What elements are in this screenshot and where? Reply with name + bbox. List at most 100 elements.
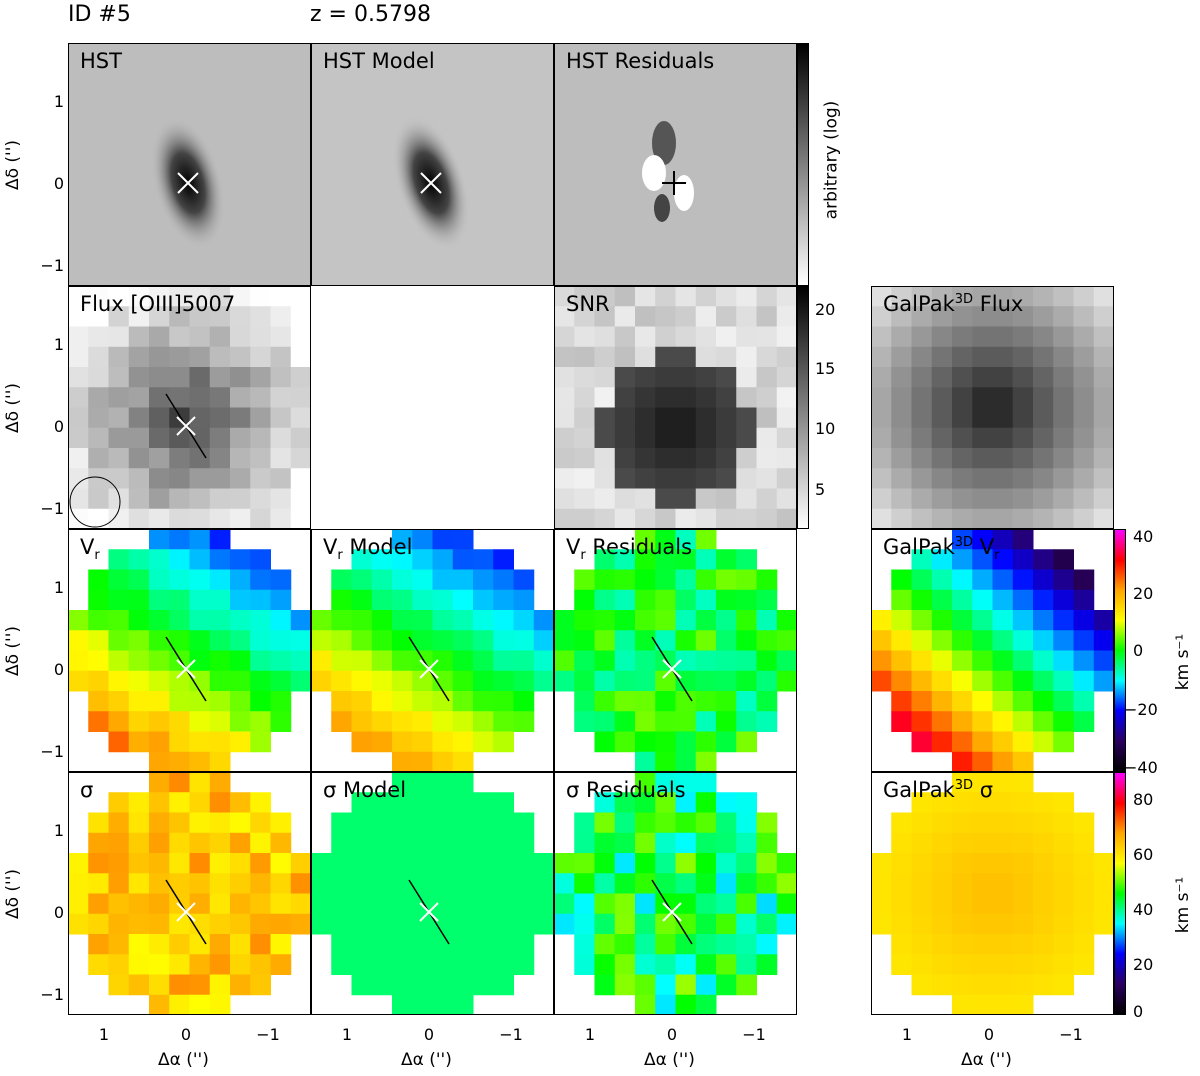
spaxel: [189, 589, 211, 611]
spaxel: [972, 731, 993, 753]
spaxel: [270, 286, 292, 307]
spaxel: [1012, 508, 1034, 529]
spaxel: [931, 974, 953, 996]
spaxel: [1073, 387, 1095, 408]
spaxel: [594, 549, 616, 570]
y-tick-label: 0: [53, 417, 64, 436]
spaxel: [290, 873, 311, 894]
spaxel: [635, 812, 656, 834]
spaxel: [972, 893, 993, 915]
spaxel: [695, 448, 717, 469]
spaxel: [871, 630, 892, 651]
spaxel: [911, 508, 933, 529]
spaxel: [871, 367, 892, 388]
spaxel: [736, 286, 757, 307]
spaxel: [68, 853, 89, 874]
spaxel: [1093, 286, 1114, 307]
spaxel: [736, 670, 757, 692]
spaxel: [931, 488, 953, 510]
spaxel: [911, 326, 933, 348]
spaxel: [250, 346, 271, 368]
spaxel: [392, 569, 413, 591]
spaxel: [1053, 387, 1074, 408]
spaxel: [452, 873, 474, 894]
spaxel: [655, 772, 676, 793]
spaxel: [614, 893, 636, 915]
spaxel: [533, 670, 554, 692]
title-sup: 3D: [954, 292, 974, 307]
spaxel: [736, 630, 757, 651]
spaxel: [871, 670, 892, 692]
spaxel: [351, 832, 373, 854]
center-marker: [176, 659, 196, 679]
spaxel: [533, 873, 554, 894]
x-tick-label: −1: [742, 1025, 766, 1044]
hst-colorbar: [797, 43, 809, 286]
spaxel: [189, 873, 211, 894]
spaxel: [270, 812, 292, 834]
spaxel: [209, 772, 231, 793]
galpak-flux-image: [871, 286, 1114, 529]
spaxel: [128, 589, 150, 611]
spaxel: [311, 893, 332, 915]
spaxel: [716, 832, 737, 854]
spaxel: [513, 589, 535, 611]
spaxel: [209, 994, 231, 1015]
spaxel: [149, 448, 170, 469]
spaxel: [189, 832, 211, 854]
spaxel: [392, 589, 413, 611]
spaxel: [736, 569, 757, 591]
spaxel: [911, 650, 933, 672]
spaxel: [169, 448, 190, 469]
spaxel: [776, 306, 797, 327]
spaxel: [533, 913, 554, 935]
spaxel: [169, 387, 190, 408]
spaxel: [1053, 407, 1074, 429]
spaxel: [1012, 913, 1034, 935]
spaxel: [1053, 346, 1074, 368]
spaxel: [209, 367, 231, 388]
title-sub: r: [337, 548, 343, 564]
spaxel: [270, 832, 292, 854]
spaxel: [695, 711, 717, 732]
x-tick-label: 0: [983, 1025, 995, 1044]
spaxel: [756, 630, 778, 651]
spaxel: [911, 589, 933, 611]
spaxel: [1053, 650, 1074, 672]
spaxel: [716, 549, 737, 570]
spaxel: [554, 346, 575, 368]
sigma-residuals-panel: σ Residuals: [554, 772, 797, 1015]
spaxel: [952, 508, 973, 529]
spaxel: [675, 387, 697, 408]
spaxel: [513, 691, 535, 712]
spaxel: [736, 913, 757, 935]
spaxel: [756, 468, 778, 489]
spaxel: [594, 367, 616, 388]
spaxel: [635, 731, 656, 753]
spaxel: [1053, 468, 1074, 489]
vr-model-image: [311, 529, 554, 772]
spaxel: [911, 711, 933, 732]
spaxel: [149, 751, 170, 772]
spaxel: [716, 427, 737, 449]
spaxel: [128, 549, 150, 570]
snr-tick: 10: [815, 419, 836, 438]
spaxel: [736, 468, 757, 489]
spaxel: [230, 346, 251, 368]
title-sub: r: [94, 548, 100, 564]
spaxel: [675, 367, 697, 388]
spaxel: [392, 650, 413, 672]
center-marker: [176, 416, 196, 436]
vr-tick: −40: [1124, 758, 1158, 777]
spaxel: [412, 630, 433, 651]
spaxel: [351, 549, 373, 570]
spaxel: [189, 792, 211, 813]
spaxel: [371, 832, 393, 854]
spaxel: [270, 913, 292, 935]
spaxel: [594, 427, 616, 449]
spaxel: [513, 650, 535, 672]
spaxel: [695, 832, 717, 854]
spaxel: [972, 691, 993, 712]
spaxel: [716, 387, 737, 408]
spaxel: [230, 913, 251, 935]
